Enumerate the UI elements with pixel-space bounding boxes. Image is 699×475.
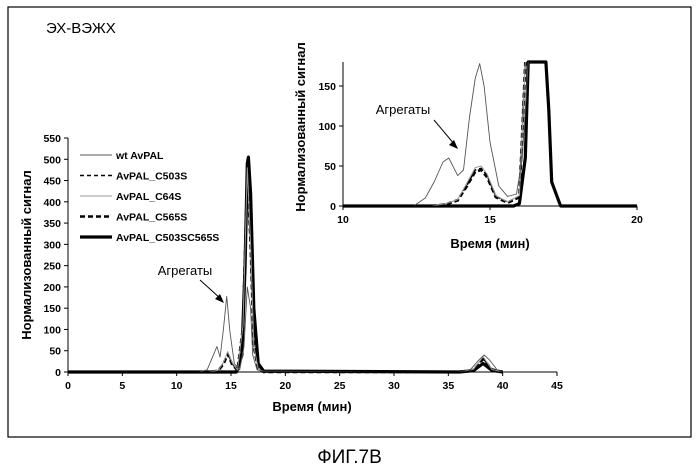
main-y-label: Нормализованный сигнал bbox=[19, 170, 34, 340]
inset-annotation-text: Агрегаты bbox=[376, 102, 431, 117]
main-x-label: Время (мин) bbox=[272, 399, 351, 414]
main-y-tick-label: 450 bbox=[43, 176, 61, 188]
main-x-tick-label: 45 bbox=[551, 380, 563, 392]
inset-x-tick-label: 15 bbox=[484, 214, 496, 226]
main-x-tick-label: 10 bbox=[171, 380, 183, 392]
inset-y-label: Нормализованный сигнал bbox=[293, 42, 308, 212]
main-series-0 bbox=[68, 287, 503, 372]
main-y-tick-label: 150 bbox=[43, 303, 61, 315]
main-y-tick-label: 50 bbox=[49, 346, 61, 358]
inset-y-tick-label: 50 bbox=[324, 161, 336, 173]
main-annotation-text: Агрегаты bbox=[158, 263, 213, 278]
main-y-tick-label: 250 bbox=[43, 261, 61, 273]
figure-caption: ФИГ.7В bbox=[0, 447, 699, 469]
main-series-4 bbox=[68, 157, 503, 372]
main-y-tick-label: 100 bbox=[43, 324, 61, 336]
inset-y-tick-label: 100 bbox=[318, 121, 336, 133]
inset-series-3 bbox=[343, 62, 525, 206]
main-x-tick-label: 35 bbox=[442, 380, 454, 392]
main-series-group bbox=[68, 157, 503, 372]
main-x-tick-label: 5 bbox=[119, 380, 125, 392]
inset-annotation: Агрегаты bbox=[376, 102, 458, 149]
main-x-tick-label: 20 bbox=[279, 380, 291, 392]
inset-series-0 bbox=[343, 62, 528, 206]
inset-chart: 10 15 20 0 50 100 150 Время (мин) Нормализован… bbox=[293, 42, 643, 251]
inset-ticks: 10 15 20 0 50 100 150 bbox=[318, 81, 643, 226]
main-y-tick-label: 400 bbox=[43, 197, 61, 209]
main-annotation: Агрегаты bbox=[158, 263, 224, 303]
main-x-tick-label: 15 bbox=[225, 380, 237, 392]
main-x-tick-label: 0 bbox=[65, 380, 71, 392]
main-y-tick-label: 200 bbox=[43, 282, 61, 294]
inset-annotation-arrow bbox=[434, 120, 455, 145]
inset-y-tick-label: 0 bbox=[330, 201, 336, 213]
legend-label-0: wt AvPAL bbox=[115, 150, 164, 162]
inset-series-1 bbox=[343, 62, 525, 206]
inset-x-tick-label: 20 bbox=[631, 214, 643, 226]
inset-x-label: Время (мин) bbox=[450, 236, 529, 251]
inset-annotation-arrowhead bbox=[449, 140, 458, 149]
main-y-tick-label: 300 bbox=[43, 239, 61, 251]
main-chart: 0510152025303540450501001502002503003504… bbox=[19, 133, 563, 414]
legend-label-2: AvPAL_C64S bbox=[116, 191, 181, 203]
panel-label: ЭХ-ВЭЖХ bbox=[46, 20, 116, 37]
main-y-tick-label: 550 bbox=[43, 133, 61, 145]
inset-series-group bbox=[343, 62, 637, 206]
main-x-tick-label: 25 bbox=[334, 380, 346, 392]
legend: wt AvPAL AvPAL_C503S AvPAL_C64S AvPAL_C565S… bbox=[80, 150, 219, 244]
legend-label-4: AvPAL_C503SC565S bbox=[116, 232, 219, 244]
legend-label-1: AvPAL_C503S bbox=[116, 171, 187, 183]
main-x-tick-label: 30 bbox=[388, 380, 400, 392]
inset-x-tick-label: 10 bbox=[337, 214, 349, 226]
inset-y-tick-label: 150 bbox=[318, 81, 336, 93]
inset-series-2 bbox=[343, 62, 525, 206]
main-x-tick-label: 40 bbox=[497, 380, 509, 392]
main-y-tick-label: 500 bbox=[43, 154, 61, 166]
main-y-tick-label: 350 bbox=[43, 218, 61, 230]
legend-label-3: AvPAL_C565S bbox=[116, 212, 187, 224]
main-y-tick-label: 0 bbox=[55, 367, 61, 379]
